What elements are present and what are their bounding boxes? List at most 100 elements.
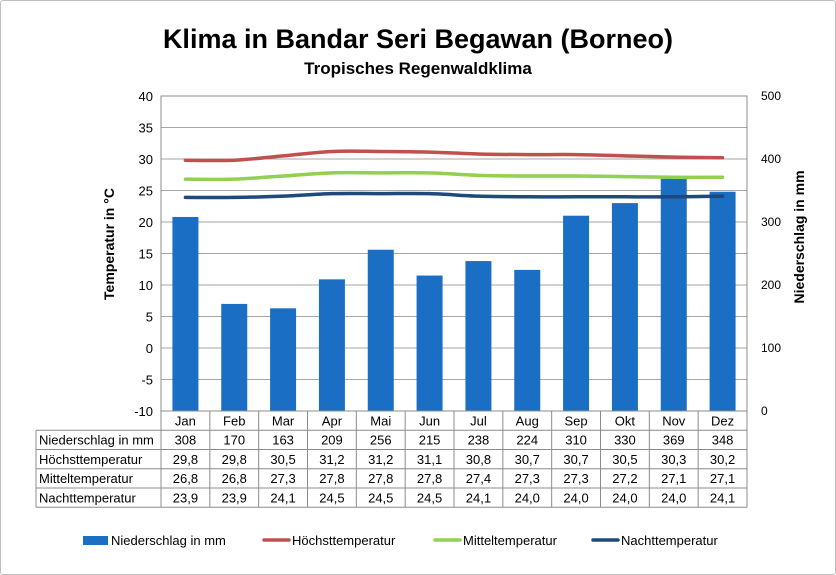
x-category-label: Dez (711, 413, 734, 428)
table-cell-value: 24,0 (515, 490, 540, 505)
table-cell-value: 27,8 (368, 471, 393, 486)
table-cell-value: 27,3 (563, 471, 588, 486)
table-cell-value: 30,7 (563, 452, 588, 467)
table-cell-value: 27,3 (515, 471, 540, 486)
table-cell-value: 26,8 (173, 471, 198, 486)
y-right-tick-label: 200 (761, 278, 781, 292)
legend-label: Höchsttemperatur (292, 533, 396, 548)
precipitation-bar (660, 178, 687, 411)
table-cell-value: 27,1 (661, 471, 686, 486)
table-cell-value: 30,7 (515, 452, 540, 467)
table-cell-value: 24,5 (368, 490, 393, 505)
mean-temperature-line (183, 170, 725, 182)
x-category-label: Jun (419, 413, 440, 428)
legend-swatch-bar (83, 536, 108, 545)
y-left-tick-label: 5 (146, 310, 153, 325)
table-cell-value: 30,5 (270, 452, 295, 467)
legend-label: Niederschlag in mm (111, 533, 226, 548)
y-left-axis-title: Temperatur in °C (101, 188, 117, 300)
table-cell-value: 27,1 (710, 471, 735, 486)
table-cell-value: 24,5 (417, 490, 442, 505)
x-category-label: Okt (615, 413, 636, 428)
table-cell-value: 163 (272, 433, 294, 448)
table-cell-value: 31,2 (319, 452, 344, 467)
table-row-label: Nachttemperatur (39, 490, 136, 505)
table-cell-value: 27,4 (466, 471, 491, 486)
table-cell-value: 24,1 (270, 490, 295, 505)
table-row-label: Niederschlag in mm (39, 433, 154, 448)
table-cell-value: 27,3 (270, 471, 295, 486)
y-right-tick-label: 500 (761, 89, 781, 103)
x-category-label: Nov (662, 413, 686, 428)
table-cell-value: 30,5 (612, 452, 637, 467)
precipitation-bar (514, 269, 541, 411)
table-cell-value: 308 (175, 433, 197, 448)
precipitation-bar (611, 203, 638, 411)
x-category-label: Mar (272, 413, 295, 428)
y-left-tick-label: 15 (139, 247, 153, 262)
table-cell-value: 23,9 (173, 490, 198, 505)
table-cell-value: 27,8 (417, 471, 442, 486)
y-right-axis-title: Niederschlag in mm (791, 170, 807, 303)
table-row-label: Mitteltemperatur (39, 471, 134, 486)
table-cell-value: 31,2 (368, 452, 393, 467)
y-left-tick-label: 10 (139, 278, 153, 293)
y-left-tick-label: -5 (141, 373, 153, 388)
table-cell-value: 215 (419, 433, 441, 448)
table-cell-value: 24,0 (612, 490, 637, 505)
y-right-tick-label: 0 (761, 404, 768, 418)
y-left-tick-label: 35 (139, 121, 153, 136)
legend-label: Nachttemperatur (621, 533, 718, 548)
table-cell-value: 29,8 (222, 452, 247, 467)
table-cell-value: 209 (321, 433, 343, 448)
chart-subtitle: Tropisches Regenwaldklima (304, 59, 532, 78)
x-category-label: Sep (565, 413, 588, 428)
y-right-tick-label: 300 (761, 215, 781, 229)
y-right-tick-label: 100 (761, 341, 781, 355)
y-left-tick-label: 20 (139, 215, 153, 230)
table-cell-value: 29,8 (173, 452, 198, 467)
x-category-label: Aug (516, 413, 539, 428)
y-right-tick-label: 400 (761, 152, 781, 166)
y-left-tick-label: 25 (139, 184, 153, 199)
y-left-tick-label: 30 (139, 152, 153, 167)
table-cell-value: 23,9 (222, 490, 247, 505)
table-cell-value: 27,2 (612, 471, 637, 486)
table-cell-value: 26,8 (222, 471, 247, 486)
table-cell-value: 330 (614, 433, 636, 448)
x-category-label: Mai (370, 413, 391, 428)
table-cell-value: 30,8 (466, 452, 491, 467)
max-temperature-line (183, 149, 725, 163)
table-cell-value: 256 (370, 433, 392, 448)
precipitation-bar (709, 191, 736, 411)
table-cell-value: 170 (223, 433, 245, 448)
table-row-label: Höchsttemperatur (39, 452, 143, 467)
table-cell-value: 348 (712, 433, 734, 448)
x-category-label: Jan (175, 413, 196, 428)
y-left-tick-label: 0 (146, 341, 153, 356)
x-category-label: Apr (322, 413, 343, 428)
precipitation-bar (172, 216, 199, 411)
table-cell-value: 24,5 (319, 490, 344, 505)
table-cell-value: 24,0 (563, 490, 588, 505)
precipitation-bar (416, 275, 443, 411)
table-cell-value: 31,1 (417, 452, 442, 467)
table-cell-value: 224 (516, 433, 538, 448)
night-temperature-line (183, 191, 725, 200)
precipitation-bar (367, 249, 394, 411)
precipitation-bar (270, 308, 297, 411)
chart-title: Klima in Bandar Seri Begawan (Borneo) (162, 24, 674, 54)
y-left-tick-label: -10 (134, 404, 153, 419)
legend-label: Mitteltemperatur (463, 533, 558, 548)
x-category-label: Feb (223, 413, 245, 428)
x-category-label: Jul (470, 413, 487, 428)
table-cell-value: 238 (468, 433, 490, 448)
precipitation-bar (318, 279, 345, 411)
table-cell-value: 24,1 (466, 490, 491, 505)
precipitation-bar (221, 303, 248, 411)
precipitation-bar (563, 215, 590, 411)
table-cell-value: 24,0 (661, 490, 686, 505)
table-cell-value: 369 (663, 433, 685, 448)
